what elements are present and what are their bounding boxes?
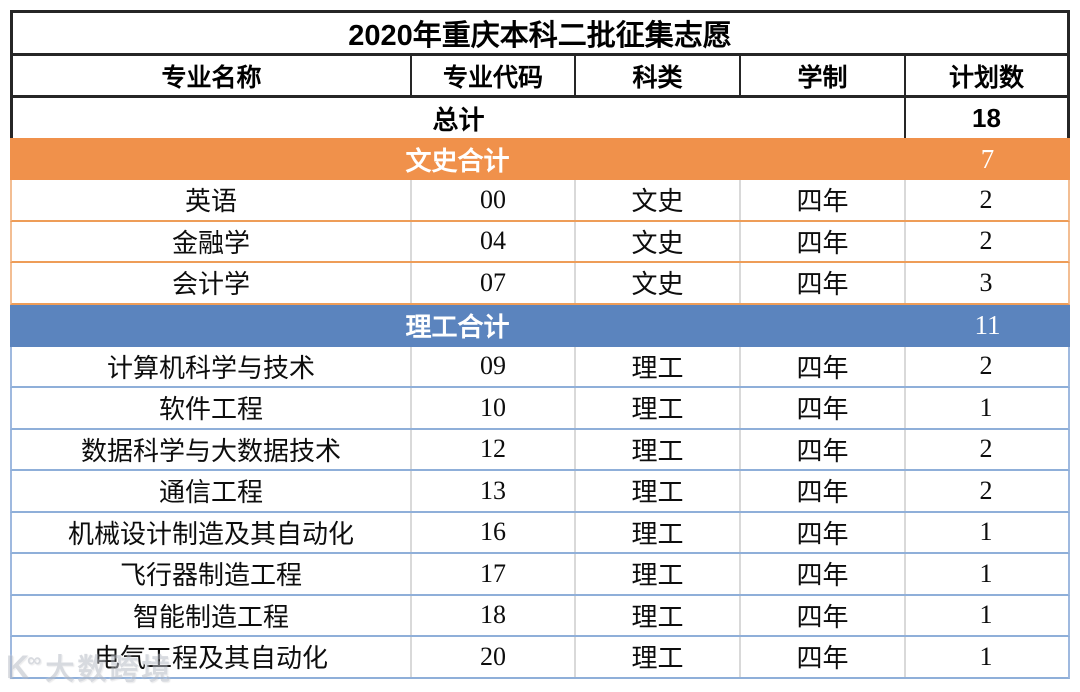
category-cell: 理工 xyxy=(576,388,741,428)
table-title: 2020年重庆本科二批征集志愿 xyxy=(10,10,1070,56)
duration-cell: 四年 xyxy=(741,471,906,511)
duration-cell: 四年 xyxy=(741,388,906,428)
section-summary-row-wenshi: 文史合计 7 xyxy=(10,138,1070,180)
table-row: 飞行器制造工程 17 理工 四年 1 xyxy=(10,554,1070,596)
table-row: 通信工程 13 理工 四年 2 xyxy=(10,471,1070,513)
plan-count-cell: 2 xyxy=(979,184,993,214)
admission-plan-table: 2020年重庆本科二批征集志愿 专业名称 专业代码 科类 学制 计划数 总计 18 文史… xyxy=(10,10,1070,679)
plan-count-cell: 1 xyxy=(979,558,993,588)
major-code-cell: 13 xyxy=(412,471,576,511)
duration-cell: 四年 xyxy=(741,429,906,469)
table-row: 机械设计制造及其自动化 16 理工 四年 1 xyxy=(10,512,1070,554)
major-name-cell: 数据科学与大数据技术 xyxy=(12,429,412,469)
plan-count-cell: 1 xyxy=(979,392,993,422)
major-name-cell: 机械设计制造及其自动化 xyxy=(12,512,412,552)
duration-cell: 四年 xyxy=(741,512,906,552)
table-row: 会计学 07 文史 四年 3 xyxy=(10,263,1070,305)
major-name-cell: 会计学 xyxy=(12,263,412,303)
major-code-cell: 17 xyxy=(412,554,576,594)
major-code-cell: 07 xyxy=(412,263,576,303)
plan-count-cell: 3 xyxy=(979,267,993,297)
section-summary-label: 理工合计 xyxy=(405,312,510,342)
column-header-4: 计划数 xyxy=(948,63,1024,92)
total-value: 18 xyxy=(972,102,1001,133)
duration-cell: 四年 xyxy=(741,221,906,261)
table-row: 数据科学与大数据技术 12 理工 四年 2 xyxy=(10,429,1070,471)
column-header-2: 科类 xyxy=(576,56,741,95)
category-cell: 理工 xyxy=(576,554,741,594)
section-summary-row-ligong: 理工合计 11 xyxy=(10,304,1070,347)
duration-cell: 四年 xyxy=(741,554,906,594)
column-header-0: 专业名称 xyxy=(13,56,412,95)
category-cell: 理工 xyxy=(576,471,741,511)
major-name-cell: 通信工程 xyxy=(12,471,412,511)
table-sections: 文史合计 7 英语 00 文史 四年 2 金融学 04 文史 四年 2 会计学 07 文史 四年 3 理工合计 11… xyxy=(10,138,1070,679)
total-label: 总计 xyxy=(13,98,906,138)
major-name-cell: 软件工程 xyxy=(12,388,412,428)
duration-cell: 四年 xyxy=(741,637,906,677)
major-code-cell: 10 xyxy=(412,388,576,428)
major-code-cell: 04 xyxy=(412,221,576,261)
major-code-cell: 16 xyxy=(412,512,576,552)
table-row: 电气工程及其自动化 20 理工 四年 1 xyxy=(10,637,1070,679)
major-code-cell: 00 xyxy=(412,180,576,220)
plan-count-cell: 2 xyxy=(979,226,993,256)
plan-count-cell: 2 xyxy=(979,475,993,505)
total-row: 总计 18 xyxy=(10,98,1070,138)
category-cell: 理工 xyxy=(576,637,741,677)
plan-count-cell: 1 xyxy=(979,641,993,671)
section-summary-value: 7 xyxy=(980,143,995,174)
table-row: 软件工程 10 理工 四年 1 xyxy=(10,388,1070,430)
duration-cell: 四年 xyxy=(741,180,906,220)
plan-count-cell: 1 xyxy=(979,600,993,630)
duration-cell: 四年 xyxy=(741,346,906,386)
major-name-cell: 金融学 xyxy=(12,221,412,261)
duration-cell: 四年 xyxy=(741,263,906,303)
section-summary-value: 11 xyxy=(974,310,1001,340)
category-cell: 理工 xyxy=(576,595,741,635)
major-code-cell: 09 xyxy=(412,346,576,386)
table-header-row: 专业名称 专业代码 科类 学制 计划数 xyxy=(10,56,1070,98)
column-header-3: 学制 xyxy=(741,56,906,95)
major-code-cell: 12 xyxy=(412,429,576,469)
table-row: 英语 00 文史 四年 2 xyxy=(10,180,1070,222)
major-code-cell: 18 xyxy=(412,595,576,635)
major-name-cell: 计算机科学与技术 xyxy=(12,346,412,386)
plan-count-cell: 2 xyxy=(979,434,993,464)
column-header-1: 专业代码 xyxy=(412,56,576,95)
duration-cell: 四年 xyxy=(741,595,906,635)
table-row: 计算机科学与技术 09 理工 四年 2 xyxy=(10,346,1070,388)
major-name-cell: 电气工程及其自动化 xyxy=(12,637,412,677)
table-row: 金融学 04 文史 四年 2 xyxy=(10,221,1070,263)
table-row: 智能制造工程 18 理工 四年 1 xyxy=(10,595,1070,637)
category-cell: 理工 xyxy=(576,429,741,469)
plan-count-cell: 1 xyxy=(979,517,993,547)
category-cell: 文史 xyxy=(576,263,741,303)
plan-count-cell: 2 xyxy=(979,351,993,381)
major-name-cell: 英语 xyxy=(12,180,412,220)
major-name-cell: 智能制造工程 xyxy=(12,595,412,635)
category-cell: 文史 xyxy=(576,221,741,261)
category-cell: 理工 xyxy=(576,346,741,386)
major-code-cell: 20 xyxy=(412,637,576,677)
category-cell: 文史 xyxy=(576,180,741,220)
major-name-cell: 飞行器制造工程 xyxy=(12,554,412,594)
category-cell: 理工 xyxy=(576,512,741,552)
section-summary-label: 文史合计 xyxy=(405,145,510,176)
